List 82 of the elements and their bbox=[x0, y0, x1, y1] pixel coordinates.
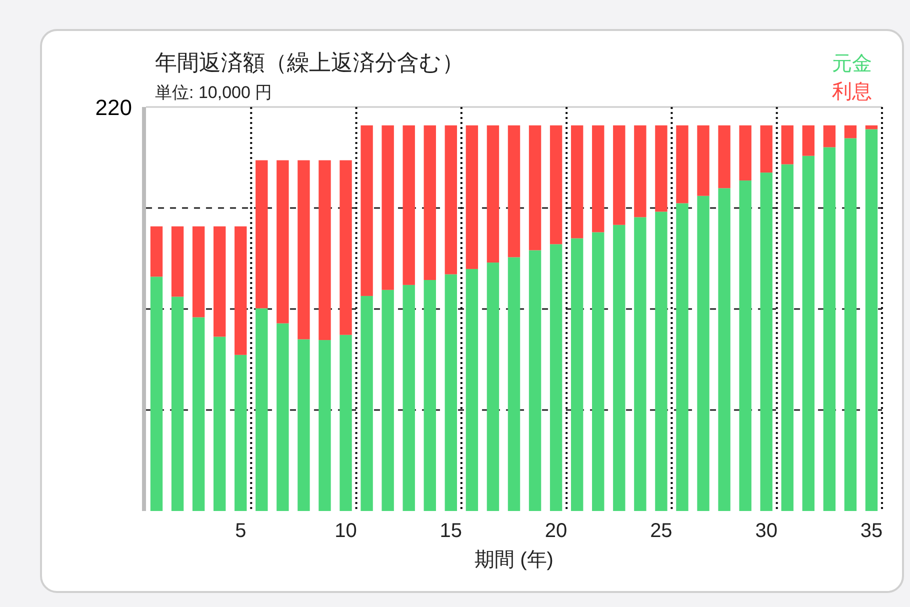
chart-title: 年間返済額（繰上返済分含む） bbox=[155, 50, 464, 75]
bar bbox=[865, 129, 878, 511]
bar bbox=[214, 336, 226, 511]
bar bbox=[444, 274, 458, 511]
bar bbox=[444, 125, 458, 274]
bar bbox=[718, 125, 730, 188]
x-tick-label: 15 bbox=[440, 520, 462, 542]
bar bbox=[676, 203, 688, 511]
bar bbox=[570, 125, 584, 238]
bar bbox=[150, 226, 163, 277]
bar bbox=[466, 268, 478, 511]
bar bbox=[570, 238, 584, 511]
bar bbox=[234, 226, 247, 355]
bar bbox=[298, 160, 310, 340]
bar bbox=[634, 125, 646, 218]
bar bbox=[550, 244, 562, 511]
bar bbox=[592, 232, 604, 511]
bar bbox=[486, 262, 500, 511]
bar bbox=[382, 125, 394, 290]
chart-subtitle: 単位: 10,000 円 bbox=[155, 83, 272, 102]
x-tick-label: 10 bbox=[334, 520, 357, 542]
y-tick-label: 220 bbox=[95, 95, 132, 120]
bar bbox=[234, 354, 247, 511]
bar bbox=[844, 125, 857, 138]
x-tick-label: 20 bbox=[544, 520, 568, 542]
bar bbox=[760, 125, 772, 173]
bar bbox=[634, 217, 646, 511]
bar bbox=[528, 250, 542, 511]
x-tick-label: 5 bbox=[235, 520, 246, 542]
x-axis-title: 期間 (年) bbox=[474, 549, 554, 571]
bar bbox=[171, 226, 184, 297]
bar bbox=[276, 160, 289, 324]
bar bbox=[150, 276, 163, 511]
bar bbox=[781, 125, 794, 164]
bar bbox=[528, 125, 542, 250]
bar bbox=[402, 125, 415, 285]
bar bbox=[318, 160, 331, 340]
bar bbox=[760, 172, 772, 511]
bar bbox=[508, 257, 520, 511]
bar bbox=[424, 125, 436, 280]
bar bbox=[550, 125, 562, 244]
bar bbox=[844, 138, 857, 511]
bar bbox=[823, 125, 836, 148]
bar bbox=[508, 125, 520, 258]
series-label: 利息 bbox=[832, 81, 872, 103]
bar bbox=[655, 212, 668, 511]
bar bbox=[592, 125, 604, 232]
x-tick-label: 35 bbox=[860, 520, 883, 542]
bar bbox=[318, 340, 331, 511]
bar bbox=[360, 125, 373, 296]
bar bbox=[402, 284, 415, 511]
bar bbox=[340, 160, 352, 335]
bar bbox=[360, 296, 373, 511]
bar bbox=[298, 339, 310, 511]
bar bbox=[697, 125, 710, 196]
bar bbox=[718, 188, 730, 511]
bar bbox=[613, 125, 626, 225]
bar bbox=[192, 226, 205, 318]
bar bbox=[382, 290, 394, 511]
bar bbox=[697, 196, 710, 511]
bar bbox=[613, 224, 626, 511]
bar bbox=[739, 180, 752, 511]
bar bbox=[739, 125, 752, 180]
bar bbox=[486, 125, 500, 263]
bar bbox=[276, 323, 289, 511]
bar bbox=[781, 164, 794, 511]
bar bbox=[171, 296, 184, 511]
bar bbox=[214, 226, 226, 337]
bar bbox=[802, 125, 814, 156]
x-tick-label: 30 bbox=[755, 520, 778, 542]
bar bbox=[424, 280, 436, 511]
x-tick-label: 25 bbox=[650, 520, 672, 542]
bar bbox=[192, 317, 205, 511]
bar bbox=[676, 125, 688, 204]
bar bbox=[256, 160, 268, 308]
bar bbox=[256, 308, 268, 511]
bar bbox=[655, 125, 668, 212]
bar bbox=[802, 156, 814, 511]
text: 元金 bbox=[832, 53, 872, 75]
bar bbox=[340, 334, 352, 511]
bar bbox=[823, 147, 836, 511]
bar bbox=[466, 125, 478, 269]
